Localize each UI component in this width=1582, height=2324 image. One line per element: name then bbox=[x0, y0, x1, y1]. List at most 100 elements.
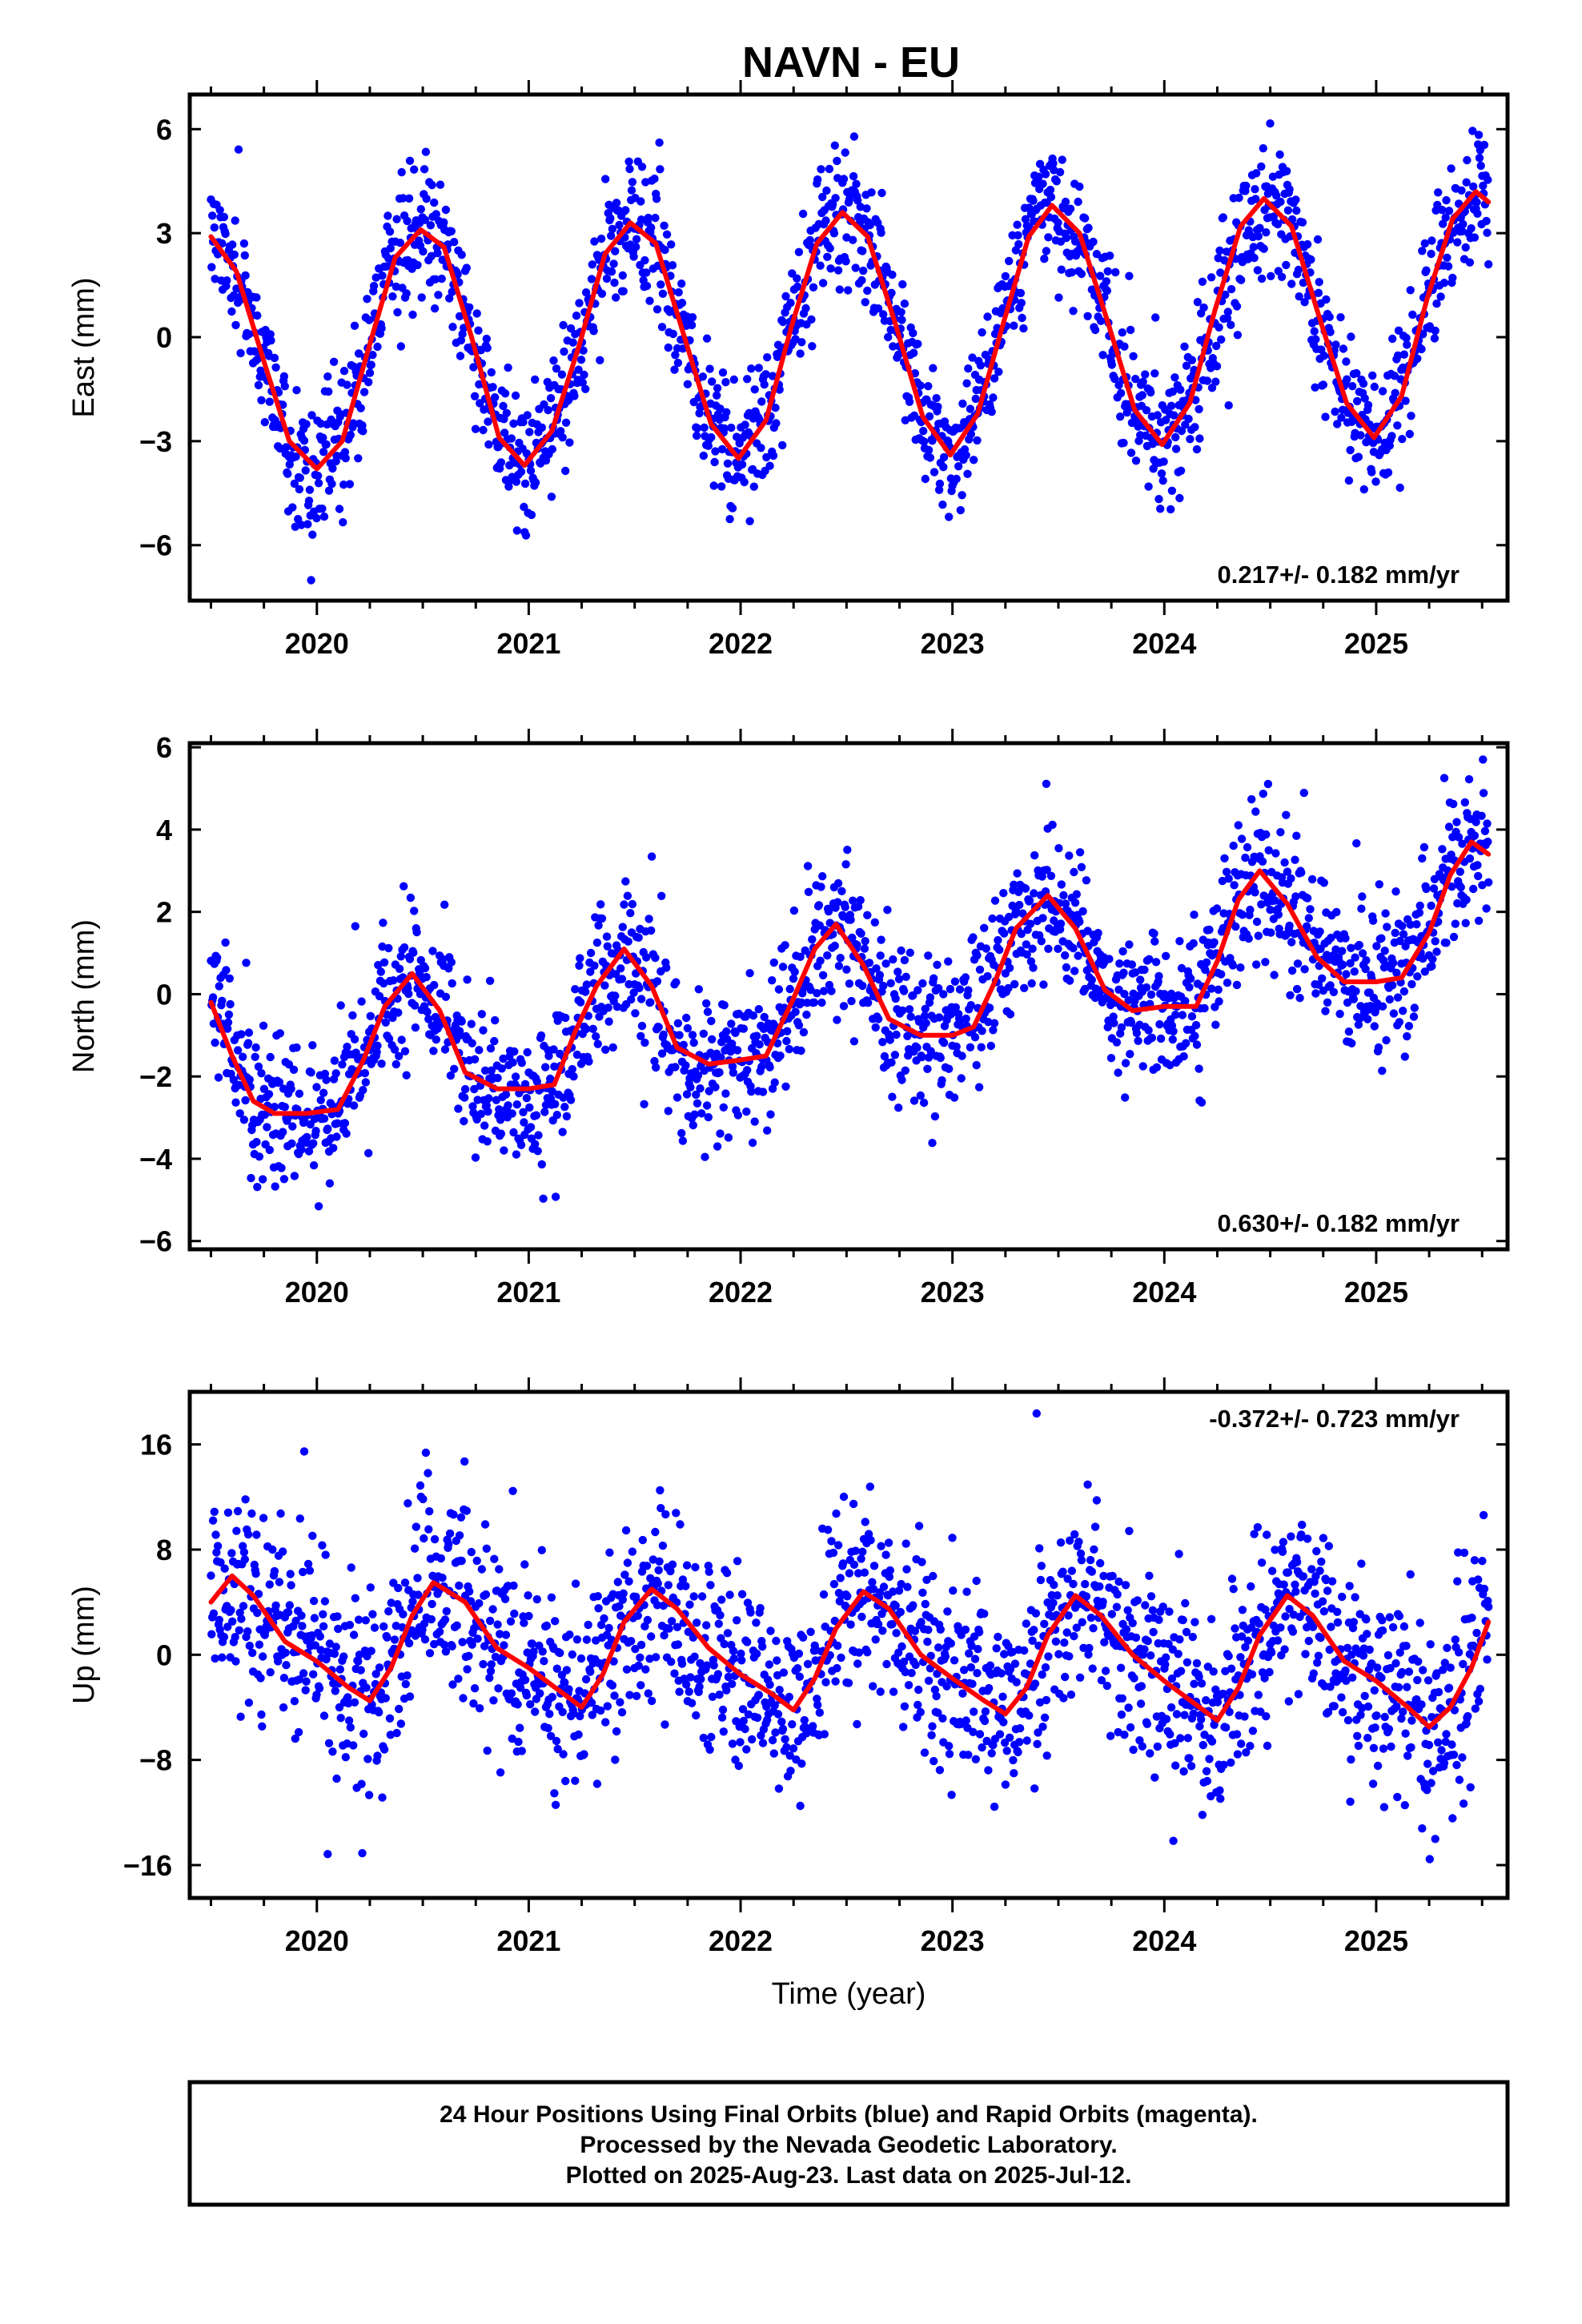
up-data-point bbox=[520, 1618, 528, 1627]
east-data-point bbox=[636, 215, 646, 224]
east-data-point bbox=[656, 165, 665, 174]
up-data-point bbox=[766, 1626, 775, 1635]
east-data-point bbox=[705, 364, 714, 373]
north-data-point bbox=[1404, 1022, 1414, 1031]
north-data-point bbox=[541, 1063, 550, 1072]
north-data-point bbox=[1410, 1003, 1419, 1012]
up-data-point bbox=[772, 1636, 781, 1646]
east-data-point bbox=[305, 485, 315, 494]
east-data-point bbox=[935, 479, 945, 489]
north-data-point bbox=[945, 1064, 954, 1073]
north-data-point bbox=[878, 1038, 887, 1047]
north-data-point bbox=[657, 891, 666, 901]
north-data-point bbox=[1231, 922, 1240, 931]
east-data-point bbox=[236, 348, 245, 358]
up-data-point bbox=[980, 1716, 990, 1726]
east-data-point bbox=[1383, 468, 1393, 477]
north-trend-text: 0.630+/- 0.182 mm/yr bbox=[1218, 1209, 1460, 1237]
up-data-point bbox=[345, 1620, 355, 1630]
east-data-point bbox=[469, 363, 478, 372]
north-data-point bbox=[495, 1105, 504, 1114]
up-data-point bbox=[524, 1611, 533, 1621]
north-data-point bbox=[1238, 911, 1247, 919]
north-data-point bbox=[1374, 1043, 1383, 1052]
north-data-point bbox=[711, 1083, 720, 1092]
north-data-point bbox=[1112, 1038, 1122, 1047]
up-data-point bbox=[430, 1639, 439, 1649]
up-data-point bbox=[424, 1469, 432, 1478]
north-data-point bbox=[473, 1096, 482, 1104]
north-data-point bbox=[1286, 991, 1295, 1000]
north-data-point bbox=[1274, 910, 1283, 919]
east-data-point bbox=[405, 156, 415, 165]
north-data-point bbox=[1292, 831, 1301, 840]
up-data-point bbox=[702, 1621, 711, 1630]
east-data-point bbox=[1436, 292, 1445, 301]
north-data-point bbox=[678, 1136, 688, 1145]
north-data-point bbox=[1190, 911, 1199, 919]
north-data-point bbox=[1185, 983, 1194, 992]
east-data-point bbox=[396, 239, 405, 247]
north-data-point bbox=[1454, 833, 1464, 842]
east-data-point bbox=[1067, 267, 1077, 277]
up-data-point bbox=[513, 1700, 522, 1709]
up-data-point bbox=[978, 1743, 986, 1752]
up-data-point bbox=[723, 1629, 733, 1638]
up-data-point bbox=[364, 1791, 374, 1799]
north-data-point bbox=[819, 987, 829, 995]
east-data-point bbox=[1331, 340, 1340, 349]
north-data-point bbox=[839, 1002, 849, 1011]
east-data-point bbox=[349, 419, 358, 428]
up-data-point bbox=[387, 1598, 396, 1607]
north-data-point bbox=[697, 1109, 706, 1118]
north-data-point bbox=[410, 907, 419, 915]
east-data-point bbox=[670, 365, 679, 374]
up-data-point bbox=[559, 1750, 568, 1759]
north-data-point bbox=[1354, 1020, 1363, 1029]
east-data-point bbox=[568, 338, 577, 347]
east-data-point bbox=[1107, 360, 1117, 369]
up-data-point bbox=[568, 1650, 576, 1659]
east-data-point bbox=[693, 424, 702, 432]
east-data-point bbox=[472, 309, 481, 318]
north-data-point bbox=[1464, 774, 1474, 784]
up-data-point bbox=[869, 1682, 877, 1691]
north-data-point bbox=[1015, 900, 1024, 910]
up-data-point bbox=[251, 1569, 260, 1578]
east-data-point bbox=[1259, 244, 1268, 253]
north-data-point bbox=[1005, 963, 1014, 972]
north-data-point bbox=[279, 1128, 287, 1136]
up-data-point bbox=[271, 1601, 280, 1610]
east-data-point bbox=[1001, 271, 1010, 281]
up-data-point bbox=[909, 1601, 917, 1610]
east-data-point bbox=[601, 175, 610, 183]
north-data-point bbox=[1449, 932, 1459, 942]
up-data-point bbox=[463, 1665, 472, 1674]
east-data-point bbox=[749, 482, 758, 491]
east-data-point bbox=[1413, 354, 1422, 363]
up-data-point bbox=[500, 1641, 508, 1650]
north-data-point bbox=[923, 1064, 932, 1074]
east-data-point bbox=[433, 248, 442, 258]
east-data-point bbox=[897, 308, 905, 316]
north-data-point bbox=[475, 1046, 484, 1055]
east-data-point bbox=[465, 303, 474, 312]
up-data-point bbox=[496, 1768, 505, 1777]
up-data-point bbox=[964, 1751, 973, 1759]
east-data-point bbox=[841, 257, 850, 266]
east-data-point bbox=[1255, 223, 1264, 232]
north-data-point bbox=[731, 1028, 740, 1038]
north-data-point bbox=[1197, 1098, 1207, 1107]
up-data-point bbox=[354, 1657, 363, 1666]
east-data-point bbox=[829, 229, 839, 238]
north-data-point bbox=[239, 1052, 247, 1061]
north-data-point bbox=[491, 1015, 500, 1025]
up-data-point bbox=[594, 1604, 603, 1613]
north-data-point bbox=[1056, 919, 1066, 928]
up-data-point bbox=[316, 1646, 325, 1655]
up-data-point bbox=[738, 1705, 748, 1714]
up-data-point bbox=[441, 1647, 451, 1656]
up-data-point bbox=[488, 1605, 497, 1614]
north-data-point bbox=[471, 1153, 480, 1162]
north-data-point bbox=[384, 1035, 394, 1043]
